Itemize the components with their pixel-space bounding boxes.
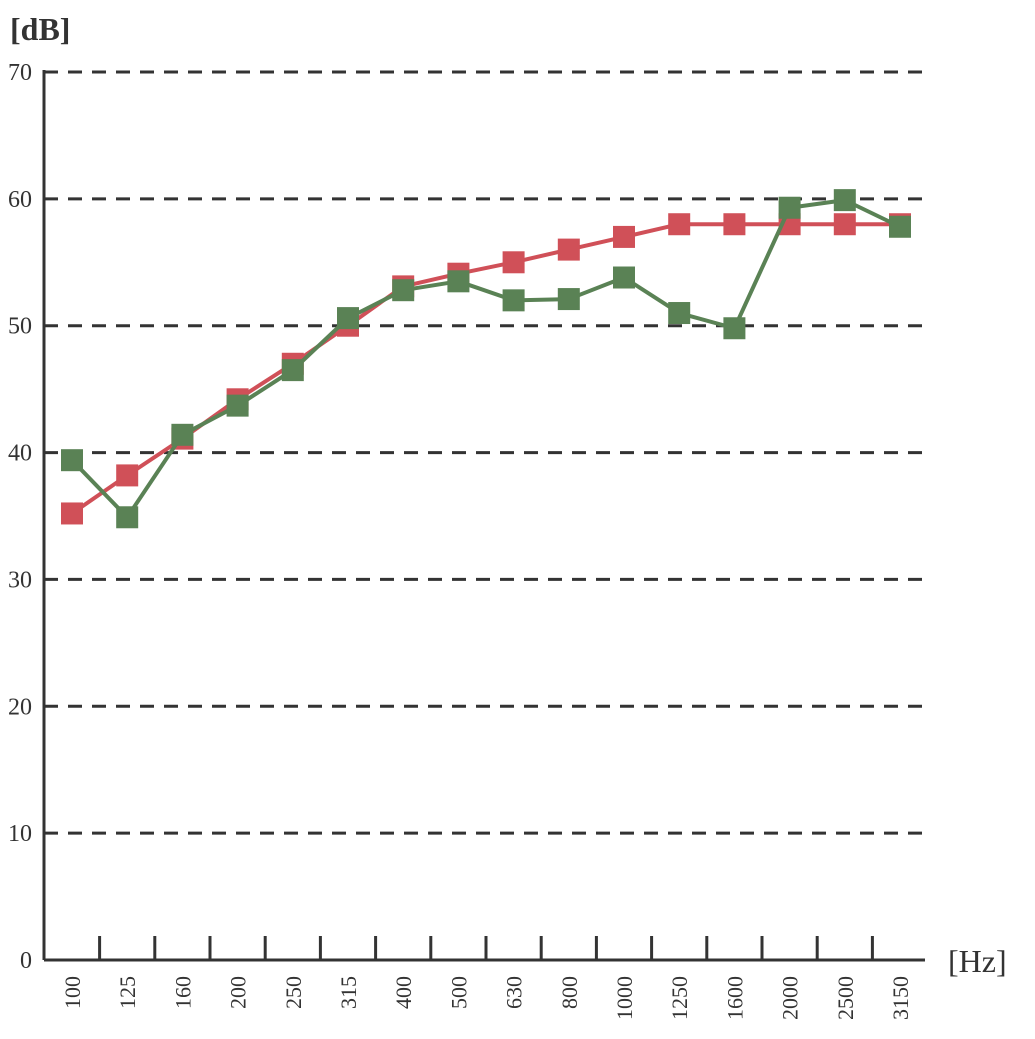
data-point — [613, 266, 635, 289]
x-tick-label: 100 — [60, 976, 85, 1009]
x-tick-label: 160 — [170, 976, 195, 1009]
data-point — [723, 317, 746, 340]
y-tick-label: 50 — [8, 314, 32, 340]
data-point — [889, 215, 911, 238]
data-point — [171, 423, 194, 446]
data-point — [116, 506, 139, 529]
y-axis-label: [dB] — [10, 11, 70, 47]
data-point — [281, 359, 304, 382]
x-tick-label: 1600 — [722, 976, 747, 1020]
y-tick-label: 60 — [8, 187, 32, 213]
data-series — [61, 189, 911, 529]
data-point — [668, 302, 691, 325]
data-point — [392, 279, 415, 302]
data-point — [557, 238, 580, 261]
data-point — [833, 213, 856, 236]
x-tick-label: 250 — [281, 976, 306, 1009]
data-point — [557, 288, 580, 311]
y-tick-label: 30 — [8, 567, 32, 593]
y-tick-label: 0 — [20, 948, 32, 974]
data-point — [778, 196, 801, 219]
data-point — [668, 213, 691, 236]
x-tick-label: 2000 — [778, 976, 803, 1020]
y-tick-labels: 0 10 20 30 40 50 60 70 — [8, 60, 32, 974]
x-tick-label: 630 — [502, 976, 527, 1009]
y-tick-label: 20 — [8, 694, 32, 720]
grid-lines — [44, 70, 925, 835]
x-axis-label: [Hz] — [948, 943, 1007, 979]
x-tick-label: 400 — [391, 976, 416, 1009]
x-tick-label: 500 — [446, 976, 471, 1009]
data-point — [613, 225, 635, 248]
y-tick-label: 10 — [8, 821, 32, 847]
x-tick-label: 125 — [115, 976, 140, 1009]
data-point — [502, 289, 525, 312]
series-line — [70, 222, 900, 516]
x-tick-labels: 100 125 160 200 250 315 400 500 630 800 1000 1250 16… — [60, 976, 913, 1020]
data-point — [723, 213, 746, 236]
x-tick-label: 2500 — [833, 976, 858, 1020]
x-tick-label: 1250 — [667, 976, 692, 1020]
x-tick-label: 1000 — [612, 976, 637, 1020]
data-point — [502, 251, 525, 274]
x-tick-label: 3150 — [888, 976, 913, 1020]
series-line — [70, 198, 901, 520]
data-point — [833, 189, 856, 212]
x-tick-label: 200 — [226, 976, 251, 1009]
data-point — [116, 464, 139, 487]
data-point — [61, 449, 83, 472]
data-point — [61, 502, 83, 525]
y-tick-label: 70 — [8, 60, 32, 86]
data-point — [337, 307, 359, 330]
data-point — [226, 394, 249, 417]
data-point — [447, 270, 470, 293]
x-tick-label: 800 — [557, 976, 582, 1009]
x-tick-marks — [98, 936, 874, 960]
x-tick-label: 315 — [336, 976, 361, 1009]
y-tick-label: 40 — [8, 441, 32, 467]
